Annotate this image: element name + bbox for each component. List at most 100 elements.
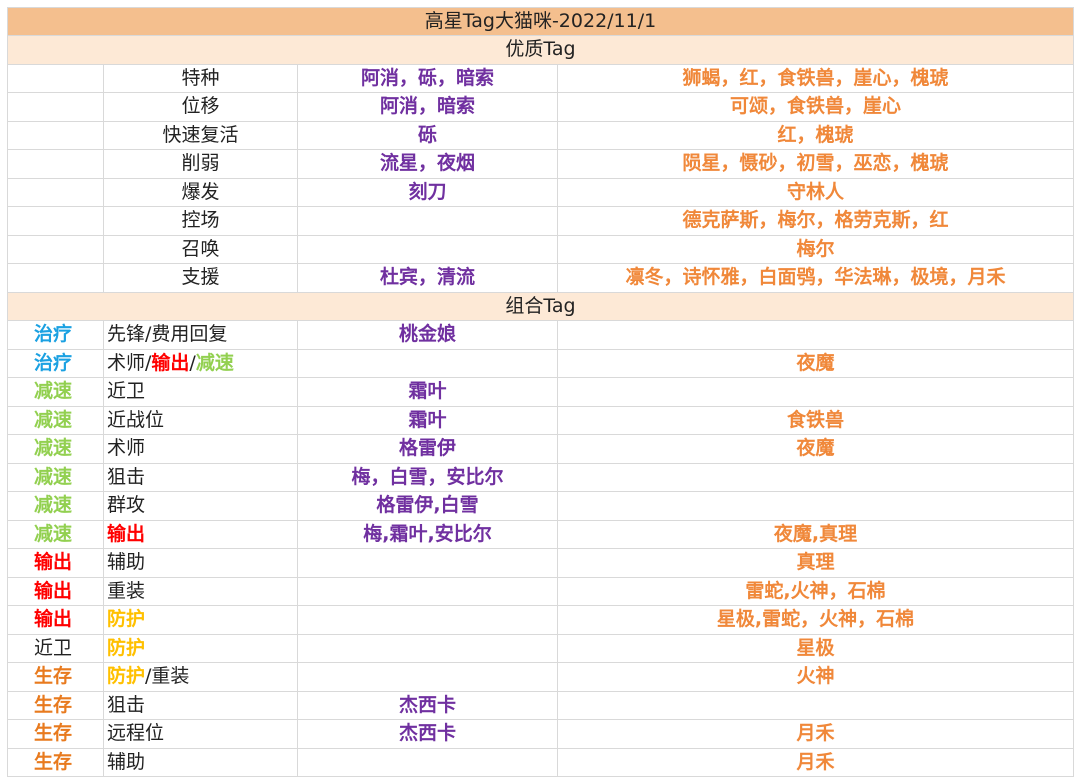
six-star-cell <box>297 576 558 606</box>
tag-segment: 近战位 <box>107 408 165 431</box>
tag-segment: 输出 <box>107 522 146 545</box>
primary-tag-cell: 减速 <box>7 405 104 435</box>
tag-segment: 重装 <box>107 579 146 602</box>
primary-tag-cell: 减速 <box>7 377 104 407</box>
table-row: 治疗 术师/输出/减速 夜魔 <box>7 348 1075 378</box>
table-row: 治疗 先锋/费用回复 桃金娘 <box>7 320 1075 350</box>
secondary-tag-cell: 术师/输出/减速 <box>103 348 298 378</box>
six-star-cell <box>297 206 558 236</box>
tag-segment: /重装 <box>145 665 190 688</box>
secondary-tag-cell: 辅助 <box>103 747 298 777</box>
section-label: 组合Tag <box>6 291 1075 321</box>
primary-tag-cell: 输出 <box>7 576 104 606</box>
tag-segment: 减速 <box>34 494 73 517</box>
table-row: 削弱 流星，夜烟 陨星，慑砂，初雪，巫恋，槐琥 <box>7 149 1075 179</box>
table-row: 特种 阿消，砾，暗索 狮蝎，红，食铁兽，崖心，槐琥 <box>7 63 1075 93</box>
table-row: 减速 近卫 霜叶 <box>7 377 1075 407</box>
five-star-cell: 德克萨斯，梅尔，格劳克斯，红 <box>556 206 1075 236</box>
table-row: 支援 杜宾，清流 凛冬，诗怀雅，白面鸮，华法琳，极境，月禾 <box>7 263 1075 293</box>
tag-cell: 位移 <box>103 92 298 122</box>
five-star-cell <box>556 491 1075 521</box>
secondary-tag-cell: 近卫 <box>103 377 298 407</box>
tag-segment: / <box>189 351 196 374</box>
table-row: 位移 阿消，暗索 可颂，食铁兽，崖心 <box>7 92 1075 122</box>
six-star-cell: 阿消，砾，暗索 <box>297 63 558 93</box>
secondary-tag-cell: 防护 <box>103 633 298 663</box>
five-star-cell <box>556 462 1075 492</box>
five-star-cell: 红，槐琥 <box>556 120 1075 150</box>
table-row: 减速 术师 格雷伊 夜魔 <box>7 434 1075 464</box>
primary-tag-cell: 生存 <box>7 690 104 720</box>
table-title: 高星Tag大猫咪-2022/11/1 <box>6 7 1075 36</box>
table-row: 召唤 梅尔 <box>7 234 1075 264</box>
tag-cell: 控场 <box>103 206 298 236</box>
primary-tag-cell: 减速 <box>7 519 104 549</box>
primary-tag-cell: 治疗 <box>7 320 104 350</box>
title-row: 高星Tag大猫咪-2022/11/1 <box>6 7 1075 36</box>
five-star-cell: 食铁兽 <box>556 405 1075 435</box>
five-star-cell: 雷蛇,火神，石棉 <box>556 576 1075 606</box>
primary-tag-cell: 输出 <box>7 605 104 635</box>
six-star-cell <box>297 348 558 378</box>
tag-segment: 输出 <box>34 608 73 631</box>
tag-segment: 生存 <box>34 722 73 745</box>
five-star-cell: 月禾 <box>556 719 1075 749</box>
table-row: 生存 辅助 月禾 <box>7 747 1075 777</box>
secondary-tag-cell: 辅助 <box>103 548 298 578</box>
tag-segment: 生存 <box>34 665 73 688</box>
six-star-cell: 杜宾，清流 <box>297 263 558 293</box>
tag-segment: 辅助 <box>107 551 146 574</box>
six-star-cell <box>297 633 558 663</box>
six-star-cell <box>297 234 558 264</box>
six-star-cell: 霜叶 <box>297 405 558 435</box>
tag-segment: 输出 <box>34 551 73 574</box>
tag-segment: 生存 <box>34 693 73 716</box>
secondary-tag-cell: 近战位 <box>103 405 298 435</box>
tag-segment: 术师/ <box>107 351 152 374</box>
primary-tag-cell: 生存 <box>7 662 104 692</box>
tag-segment: 减速 <box>34 437 73 460</box>
table-row: 减速 近战位 霜叶 食铁兽 <box>7 405 1075 435</box>
five-star-cell: 星极,雷蛇，火神，石棉 <box>556 605 1075 635</box>
five-star-cell: 守林人 <box>556 177 1075 207</box>
primary-tag-cell: 生存 <box>7 719 104 749</box>
table-row: 生存 远程位 杰西卡 月禾 <box>7 719 1075 749</box>
six-star-cell <box>297 548 558 578</box>
primary-tag-cell: 近卫 <box>7 633 104 663</box>
primary-tag-cell: 生存 <box>7 747 104 777</box>
table-row: 减速 输出 梅,霜叶,安比尔 夜魔,真理 <box>7 519 1075 549</box>
tag-segment: 减速 <box>34 465 73 488</box>
five-star-cell <box>556 377 1075 407</box>
five-star-cell: 夜魔,真理 <box>556 519 1075 549</box>
tag-segment: 减速 <box>34 522 73 545</box>
empty-cell <box>7 206 104 236</box>
table-row: 爆发 刻刀 守林人 <box>7 177 1075 207</box>
secondary-tag-cell: 输出 <box>103 519 298 549</box>
empty-cell <box>7 149 104 179</box>
six-star-cell <box>297 662 558 692</box>
empty-cell <box>7 120 104 150</box>
tag-segment: 减速 <box>195 351 234 374</box>
tag-segment: 辅助 <box>107 750 146 773</box>
tag-cell: 支援 <box>103 263 298 293</box>
empty-cell <box>7 177 104 207</box>
empty-cell <box>7 92 104 122</box>
tag-cell: 召唤 <box>103 234 298 264</box>
table-row: 近卫 防护 星极 <box>7 633 1075 663</box>
five-star-cell: 夜魔 <box>556 434 1075 464</box>
secondary-tag-cell: 重装 <box>103 576 298 606</box>
empty-cell <box>7 63 104 93</box>
tag-segment: 近卫 <box>107 380 146 403</box>
six-star-cell: 梅，白雪，安比尔 <box>297 462 558 492</box>
tag-table: 高星Tag大猫咪-2022/11/1 优质Tag 特种 阿消，砾，暗索 狮蝎，红，食… <box>6 7 1075 777</box>
tag-segment: 防护 <box>107 665 146 688</box>
six-star-cell: 格雷伊,白雪 <box>297 491 558 521</box>
tag-segment: 近卫 <box>34 636 73 659</box>
table-row: 生存 防护/重装 火神 <box>7 662 1075 692</box>
section-header-combo: 组合Tag <box>6 291 1075 321</box>
empty-cell <box>7 234 104 264</box>
primary-tag-cell: 输出 <box>7 548 104 578</box>
six-star-cell: 梅,霜叶,安比尔 <box>297 519 558 549</box>
tag-segment: 输出 <box>34 579 73 602</box>
six-star-cell: 刻刀 <box>297 177 558 207</box>
